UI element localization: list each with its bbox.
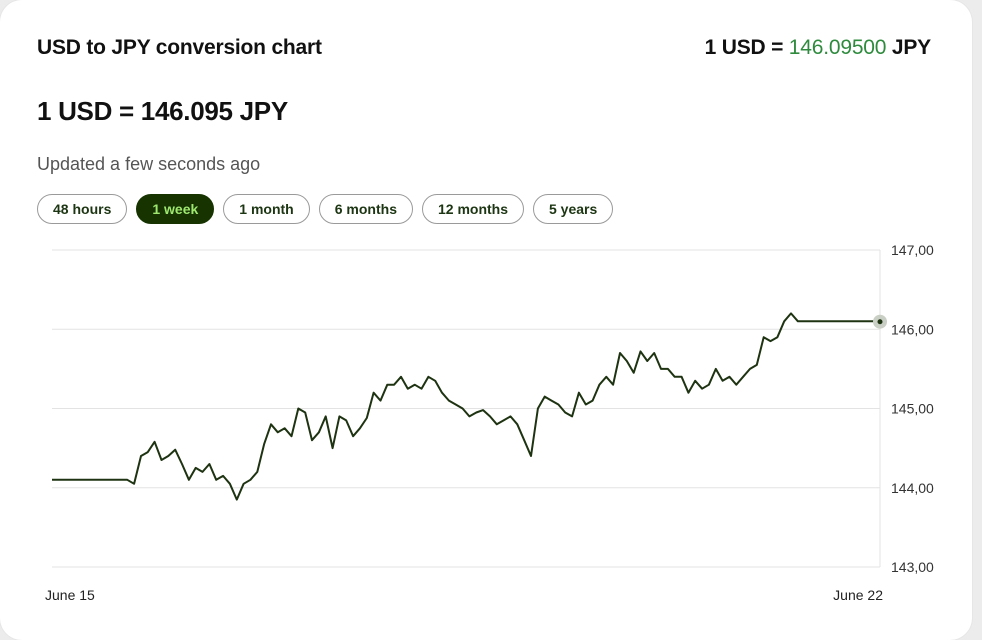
chart-title: USD to JPY conversion chart xyxy=(37,36,322,59)
y-tick-label: 146,00 xyxy=(891,321,934,337)
rate-prefix: 1 USD = xyxy=(704,36,789,59)
rate-suffix: JPY xyxy=(886,36,931,59)
range-12-months-button[interactable]: 12 months xyxy=(421,194,524,224)
rate-summary: 1 USD = 146.095 JPY xyxy=(37,96,288,126)
rate-value: 146.09500 xyxy=(788,36,887,59)
series-line xyxy=(52,312,881,501)
range-5-years-button[interactable]: 5 years xyxy=(533,194,614,224)
x-tick-label: June 22 xyxy=(833,587,883,603)
x-tick-label: June 15 xyxy=(45,587,95,603)
range-6-months-button[interactable]: 6 months xyxy=(318,194,413,224)
y-tick-label: 143,00 xyxy=(891,559,934,575)
time-range-selector: 48 hours 1 week 1 month 6 months 12 mont… xyxy=(37,194,614,224)
rate-line-chart[interactable]: 143,00 144,00 145,00 146,00 147,00 June 15 Jun… xyxy=(0,230,972,620)
y-tick-label: 145,00 xyxy=(891,401,934,417)
y-tick-label: 147,00 xyxy=(891,242,934,258)
updated-status: Updated a few seconds ago xyxy=(37,154,261,174)
range-1-week-button[interactable]: 1 week xyxy=(136,194,215,224)
current-point xyxy=(877,319,883,325)
range-1-month-button[interactable]: 1 month xyxy=(223,194,310,224)
range-48-hours-button[interactable]: 48 hours xyxy=(37,194,128,224)
y-tick-label: 144,00 xyxy=(891,480,934,496)
current-rate-header: 1 USD = 146.09500 JPY xyxy=(704,36,932,60)
